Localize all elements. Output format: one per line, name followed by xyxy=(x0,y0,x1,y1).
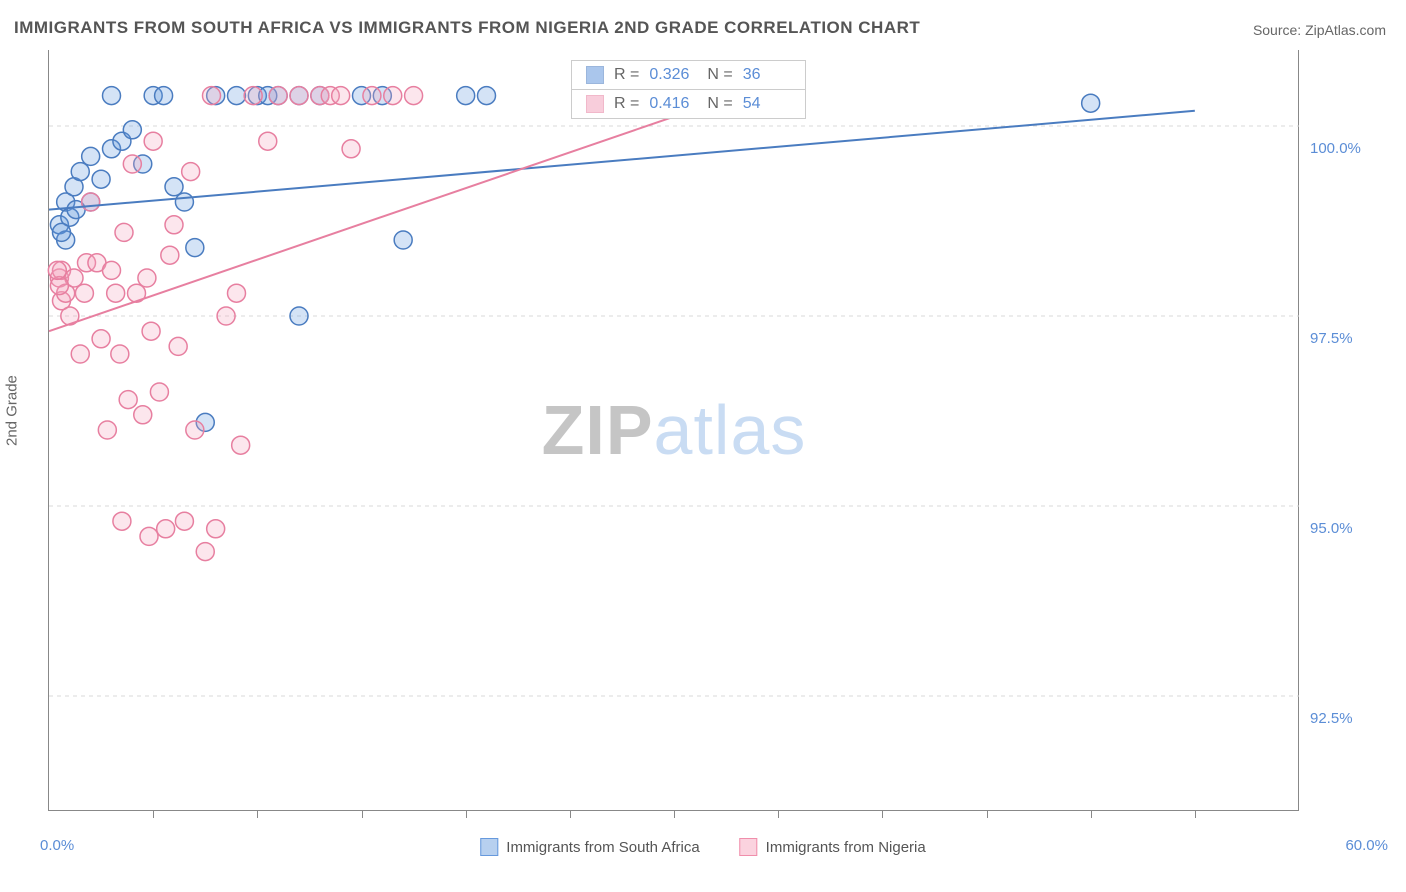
legend-bottom: Immigrants from South Africa Immigrants f… xyxy=(480,838,925,856)
stats-swatch-ng xyxy=(586,95,604,113)
x-tick xyxy=(882,810,883,818)
legend-item: Immigrants from South Africa xyxy=(480,838,699,856)
legend-swatch xyxy=(740,838,758,856)
x-tick xyxy=(674,810,675,818)
y-tick-label: 97.5% xyxy=(1310,330,1353,347)
stats-row-sa: R = 0.326 N = 36 xyxy=(572,61,805,90)
x-tick xyxy=(257,810,258,818)
y-axis-label: 2nd Grade xyxy=(4,375,21,446)
x-tick-label-min: 0.0% xyxy=(40,837,74,854)
x-tick xyxy=(153,810,154,818)
stats-n-value: 36 xyxy=(743,66,791,84)
x-tick xyxy=(466,810,467,818)
stats-legend-box: R = 0.326 N = 36 R = 0.416 N = 54 xyxy=(571,60,806,119)
chart-container: IMMIGRANTS FROM SOUTH AFRICA VS IMMIGRAN… xyxy=(0,0,1406,892)
trend-layer xyxy=(49,50,1299,810)
stats-n-label: N = xyxy=(707,66,732,84)
stats-n-value: 54 xyxy=(743,95,791,113)
x-tick-label-max: 60.0% xyxy=(1345,837,1388,854)
plot-area: ZIPatlas R =0.326N =36R =0.416N =54 xyxy=(48,50,1299,811)
stats-r-value: 0.416 xyxy=(649,95,697,113)
stats-r-label: R = xyxy=(614,66,639,84)
trend-line-ng xyxy=(49,88,757,331)
stats-r-label: R = xyxy=(614,95,639,113)
source-label: Source: ZipAtlas.com xyxy=(1253,22,1386,38)
stats-row-ng: R = 0.416 N = 54 xyxy=(572,90,805,118)
legend-label: Immigrants from South Africa xyxy=(506,839,699,856)
legend-label: Immigrants from Nigeria xyxy=(766,839,926,856)
x-tick xyxy=(362,810,363,818)
x-tick xyxy=(570,810,571,818)
x-tick xyxy=(1091,810,1092,818)
stats-swatch-sa xyxy=(586,66,604,84)
trend-line-sa xyxy=(49,111,1195,210)
legend-item: Immigrants from Nigeria xyxy=(740,838,926,856)
legend-swatch xyxy=(480,838,498,856)
chart-title: IMMIGRANTS FROM SOUTH AFRICA VS IMMIGRAN… xyxy=(14,18,920,38)
y-tick-label: 100.0% xyxy=(1310,140,1361,157)
y-tick-label: 92.5% xyxy=(1310,710,1353,727)
y-tick-label: 95.0% xyxy=(1310,520,1353,537)
stats-n-label: N = xyxy=(707,95,732,113)
x-tick xyxy=(1195,810,1196,818)
x-tick xyxy=(778,810,779,818)
stats-r-value: 0.326 xyxy=(649,66,697,84)
x-tick xyxy=(987,810,988,818)
